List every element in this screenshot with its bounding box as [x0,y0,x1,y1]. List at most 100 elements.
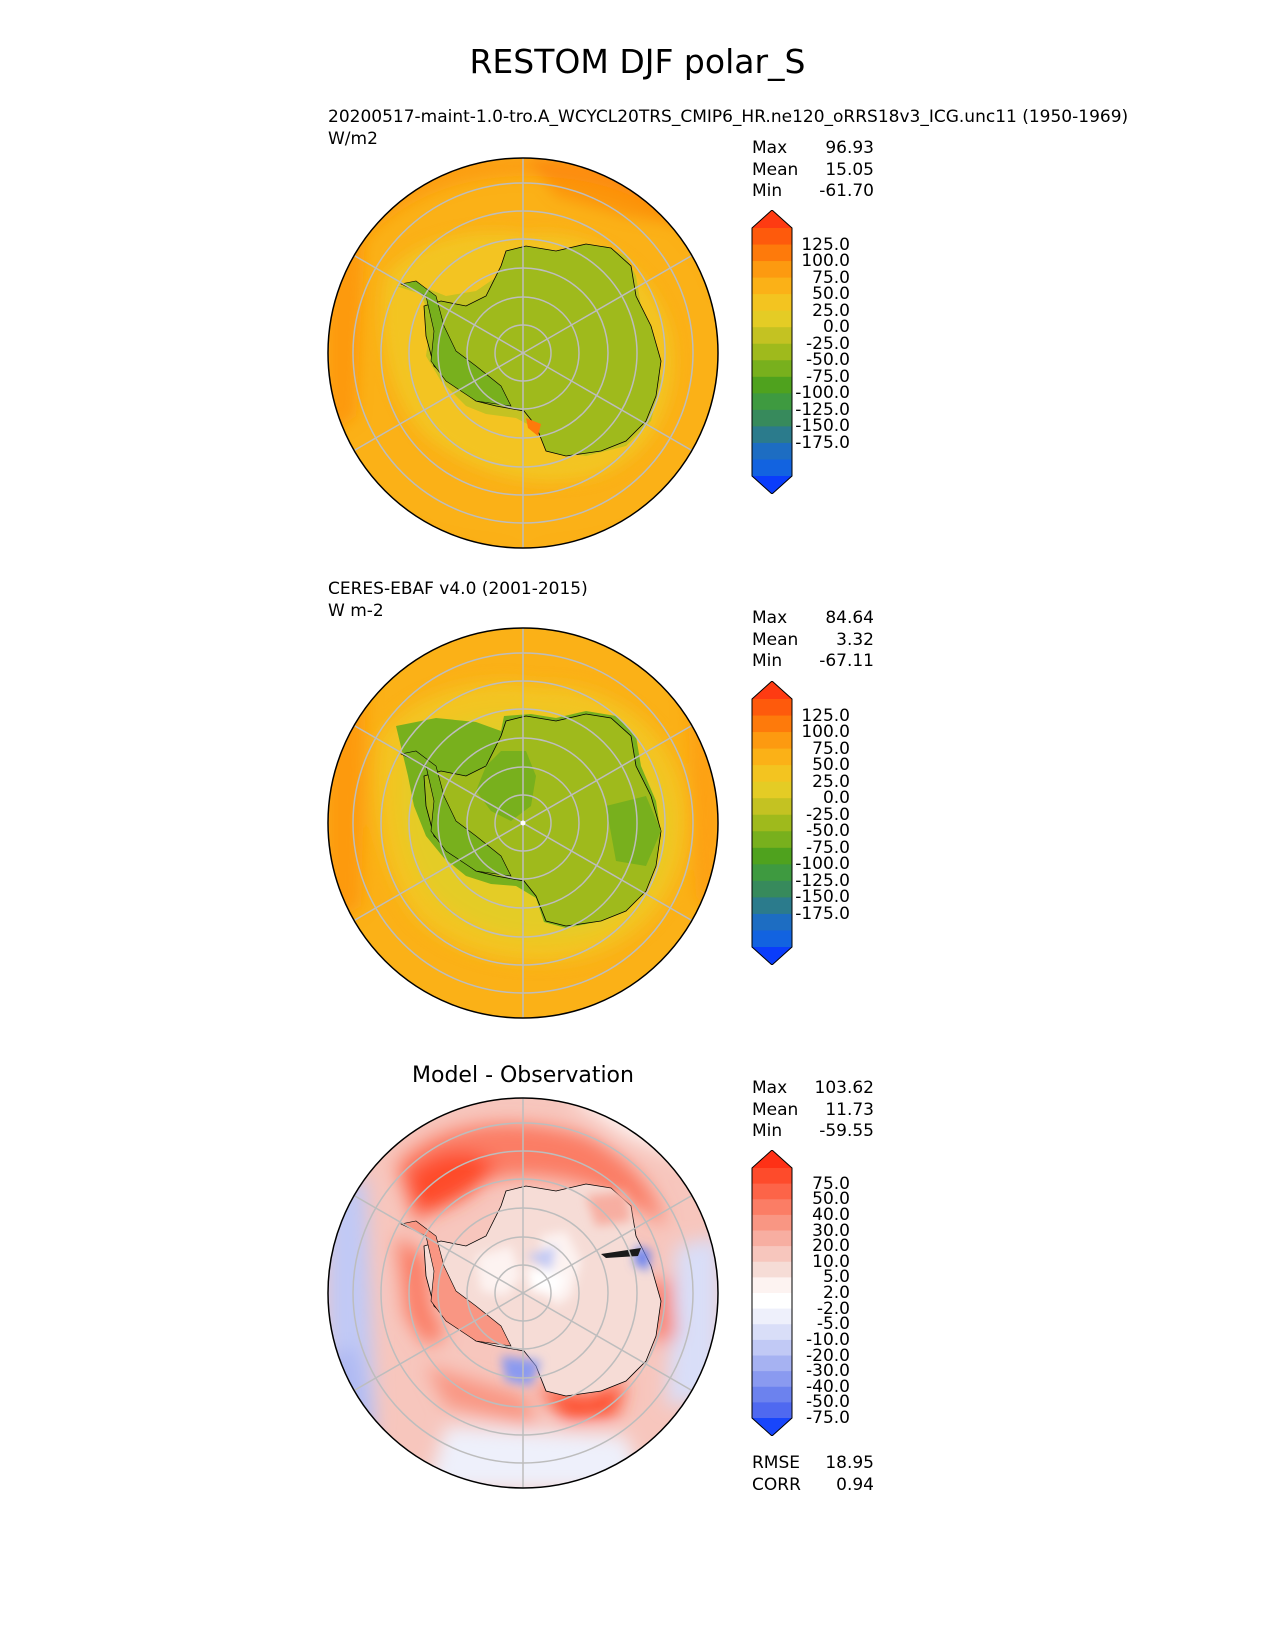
colorbar-segment [752,715,792,733]
colorbar-segment [752,343,792,361]
colorbar-tick-label: -75.0 [806,837,850,858]
colorbar-segment [752,1371,792,1388]
colorbar-tick-label: 50.0 [812,1189,850,1210]
colorbar-segment [752,732,792,750]
colorbar-segment [752,798,792,816]
colorbar-segment [752,897,792,915]
colorbar-segment [752,748,792,766]
panel-diff-metrics: RMSE 18.95 CORR 0.94 [752,1453,874,1496]
stat-mean-label: Mean [752,159,799,180]
colorbar-tick-label: -50.0 [806,1392,850,1413]
stat-mean-value: 3.32 [836,629,874,650]
colorbar-tick-label: 75.0 [812,738,850,759]
colorbar-tick-label: 30.0 [812,1220,850,1241]
colorbar-tick-label: -10.0 [806,1329,850,1350]
colorbar-tick-label: -20.0 [806,1345,850,1366]
colorbar-tick-label: 75.0 [812,267,850,288]
colorbar-segment [752,459,792,477]
colorbar-extend-min [752,947,792,965]
stat-min-value: -59.55 [819,1121,874,1141]
colorbar-tick-label: -125.0 [795,870,850,891]
stat-mean-value: 15.05 [825,159,874,180]
colorbar-tick-label: 0.0 [822,317,850,338]
panel-model-units: W/m2 [328,129,378,149]
colorbar-tick-label: 2.0 [822,1283,850,1303]
stat-max-label: Max [752,608,788,628]
colorbar-tick-label: 50.0 [812,284,850,305]
corr-value: 0.94 [836,1474,874,1495]
colorbar-segment [752,426,792,444]
panel-obs-units: W m-2 [328,601,384,621]
colorbar-segment [752,1308,792,1325]
colorbar-tick-label: -100.0 [795,854,850,875]
colorbar-tick-label: -25.0 [806,333,850,354]
panel-diff-title: Model - Observation [412,1063,634,1088]
stat-max-label: Max [752,1078,788,1098]
colorbar-outline [751,210,793,494]
colorbar-tick-label: 40.0 [812,1204,850,1225]
colorbar-segment [752,376,792,394]
colorbar-segment [752,814,792,832]
colorbar-segment [752,1230,792,1247]
colorbar-tick-label: 20.0 [812,1236,850,1257]
colorbar-tick-label: 25.0 [812,300,850,321]
colorbar-segment [752,930,792,948]
stat-min-value: -61.70 [819,181,874,201]
panel-model-title: 20200517-maint-1.0-tro.A_WCYCL20TRS_CMIP… [328,107,1129,127]
panel-model-stats: Max 96.93 Mean 15.05 Min -61.70 [752,138,874,203]
colorbar-segment [752,1261,792,1278]
colorbar-tick-label: 10.0 [812,1251,850,1272]
colorbar-outline [751,681,793,965]
colorbar-outline [751,1150,793,1436]
colorbar-tick-label: -40.0 [806,1376,850,1397]
colorbar-tick-label: 75.0 [812,1173,850,1194]
colorbar-segment [752,442,792,460]
colorbar-segment [752,294,792,312]
colorbar-segment [752,765,792,783]
colorbar-tick-label: 100.0 [801,251,850,272]
panel-diff-stats: Max 103.62 Mean 11.73 Min -59.55 [752,1078,874,1143]
colorbar-tick-label: -30.0 [806,1361,850,1382]
colorbar-segment [752,1402,792,1419]
colorbar-segment [752,1214,792,1231]
panel-obs-title: CERES-EBAF v4.0 (2001-2015) [328,579,588,599]
colorbar-segment [752,880,792,898]
corr-label: CORR [752,1474,801,1495]
colorbar-segment [752,1339,792,1356]
colorbar-tick-label: -5.0 [816,1314,850,1335]
colorbar-tick-label: -50.0 [806,821,850,842]
colorbar-segment [752,1183,792,1200]
colorbar-segment [752,781,792,799]
colorbar-tick-label: 25.0 [812,771,850,792]
colorbar-segment [752,277,792,295]
colorbar-tick-label: -25.0 [806,804,850,825]
colorbar-segment [752,244,792,262]
colorbar-segment [752,393,792,411]
colorbar-tick-label: 100.0 [801,722,850,743]
colorbar-tick-label: -50.0 [806,350,850,371]
colorbar-extend-max [752,1150,792,1168]
colorbar-segment [752,1355,792,1372]
colorbar-extend-max [752,210,792,228]
colorbar-segment [752,1293,792,1310]
colorbar-tick-label: 125.0 [801,234,850,255]
colorbar-segment [752,360,792,378]
stat-max-value: 103.62 [814,1078,874,1098]
stat-max-label: Max [752,138,788,158]
colorbar-segment [752,228,792,246]
colorbar-tick-label: 125.0 [801,705,850,726]
rmse-label: RMSE [752,1453,801,1473]
colorbar-extend-min [752,476,792,494]
stat-max-value: 96.93 [825,138,874,158]
colorbar-segment [752,310,792,328]
colorbar-diff [751,1150,793,1436]
colorbar-segment [752,847,792,865]
stat-mean-label: Mean [752,629,799,650]
colorbar-tick-label: -150.0 [795,887,850,908]
colorbar-segment [752,1199,792,1216]
colorbar-segment [752,261,792,279]
stat-mean-label: Mean [752,1099,799,1120]
colorbar-tick-label: -175.0 [795,432,850,453]
figure-title: RESTOM DJF polar_S [469,42,806,81]
colorbar-segment [752,1386,792,1403]
